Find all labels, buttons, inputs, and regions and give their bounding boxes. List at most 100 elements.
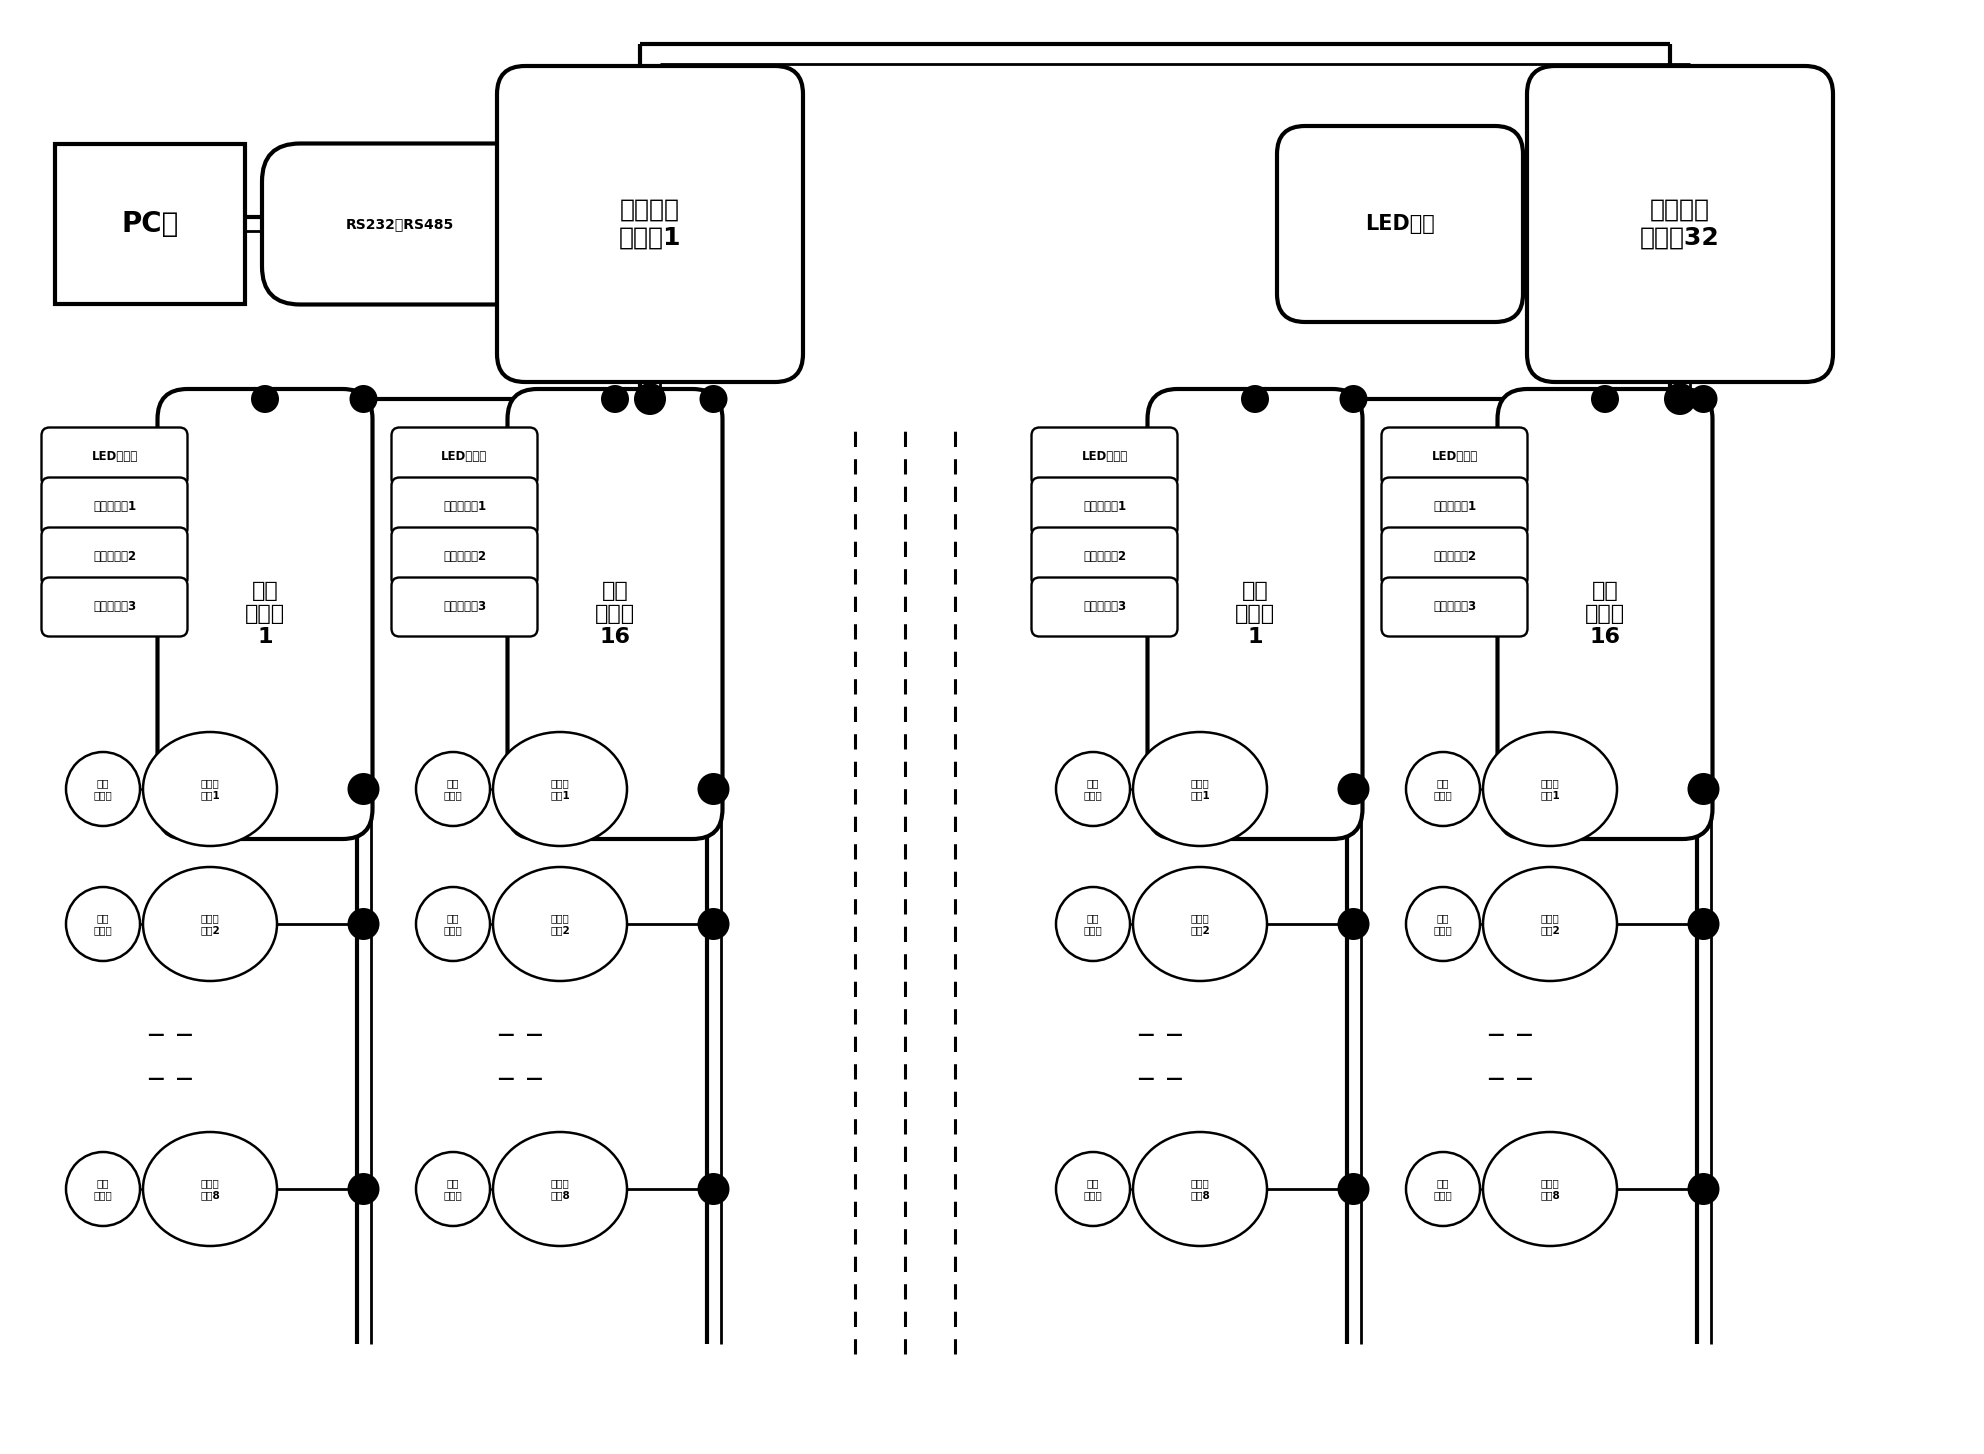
Text: 车位
状态灯: 车位 状态灯	[1083, 913, 1103, 935]
Text: 车位照明灯3: 车位照明灯3	[442, 601, 486, 614]
Text: 车位探
测器2: 车位探 测器2	[200, 913, 220, 935]
Text: 车位
状态灯: 车位 状态灯	[444, 1178, 462, 1200]
FancyBboxPatch shape	[157, 390, 373, 839]
Circle shape	[698, 1173, 730, 1205]
Text: —  —: — —	[1488, 1070, 1532, 1088]
FancyBboxPatch shape	[56, 144, 244, 304]
Text: 车位照明灯2: 车位照明灯2	[1432, 551, 1476, 564]
Text: 车位照明灯2: 车位照明灯2	[1083, 551, 1127, 564]
Circle shape	[1407, 1152, 1480, 1226]
Circle shape	[417, 887, 490, 961]
Text: 车位探
测器1: 车位探 测器1	[1190, 778, 1210, 800]
Ellipse shape	[143, 731, 278, 846]
Ellipse shape	[1482, 1133, 1617, 1246]
Text: 车位照明灯2: 车位照明灯2	[442, 551, 486, 564]
Circle shape	[1337, 1173, 1369, 1205]
FancyBboxPatch shape	[1032, 577, 1177, 637]
Text: 车位探
测器1: 车位探 测器1	[550, 778, 569, 800]
Text: LED显示灯: LED显示灯	[440, 451, 488, 464]
Text: LED显示灯: LED显示灯	[91, 451, 137, 464]
Circle shape	[1055, 752, 1131, 826]
Ellipse shape	[1133, 731, 1268, 846]
Ellipse shape	[492, 867, 627, 981]
Text: —  —: — —	[498, 1025, 542, 1044]
FancyBboxPatch shape	[42, 427, 188, 487]
Ellipse shape	[492, 731, 627, 846]
Circle shape	[347, 1173, 379, 1205]
FancyBboxPatch shape	[508, 390, 722, 839]
Text: 车位照明灯3: 车位照明灯3	[1083, 601, 1127, 614]
FancyBboxPatch shape	[1381, 577, 1528, 637]
Text: 车位照明灯1: 车位照明灯1	[93, 500, 137, 513]
Text: 车位
状态灯: 车位 状态灯	[93, 778, 113, 800]
FancyBboxPatch shape	[1528, 65, 1833, 382]
Text: 车位探
测器2: 车位探 测器2	[1190, 913, 1210, 935]
Circle shape	[1407, 752, 1480, 826]
Text: 车位探
测器8: 车位探 测器8	[200, 1178, 220, 1200]
FancyBboxPatch shape	[42, 577, 188, 637]
Circle shape	[252, 385, 280, 413]
Ellipse shape	[492, 1133, 627, 1246]
Text: 车位探
测器8: 车位探 测器8	[1540, 1178, 1559, 1200]
Circle shape	[1688, 1173, 1720, 1205]
Text: —  —: — —	[147, 1070, 192, 1088]
Text: 车位照明灯1: 车位照明灯1	[1083, 500, 1127, 513]
Text: 车位
状态灯: 车位 状态灯	[1434, 913, 1452, 935]
Circle shape	[1407, 887, 1480, 961]
FancyBboxPatch shape	[1032, 477, 1177, 537]
Text: 车位
状态灯: 车位 状态灯	[93, 913, 113, 935]
Text: 车位
状态灯: 车位 状态灯	[444, 913, 462, 935]
Circle shape	[698, 774, 730, 806]
Ellipse shape	[1482, 731, 1617, 846]
Circle shape	[700, 385, 728, 413]
Circle shape	[347, 774, 379, 806]
Text: —  —: — —	[1137, 1025, 1182, 1044]
Ellipse shape	[1133, 1133, 1268, 1246]
Circle shape	[635, 382, 667, 414]
FancyBboxPatch shape	[1381, 477, 1528, 537]
FancyBboxPatch shape	[498, 65, 804, 382]
Circle shape	[1339, 385, 1367, 413]
Text: 车位
状态灯: 车位 状态灯	[93, 1178, 113, 1200]
FancyBboxPatch shape	[391, 577, 538, 637]
Text: 车位探
测器2: 车位探 测器2	[550, 913, 569, 935]
FancyBboxPatch shape	[1032, 528, 1177, 586]
FancyBboxPatch shape	[262, 144, 538, 304]
Circle shape	[1337, 907, 1369, 939]
Ellipse shape	[1133, 867, 1268, 981]
Circle shape	[65, 752, 141, 826]
Circle shape	[1688, 907, 1720, 939]
FancyBboxPatch shape	[1381, 427, 1528, 487]
Text: 探头
控制器
16: 探头 控制器 16	[595, 580, 635, 647]
Circle shape	[1665, 382, 1696, 414]
FancyBboxPatch shape	[42, 528, 188, 586]
Text: 车位
状态灯: 车位 状态灯	[1434, 778, 1452, 800]
Circle shape	[1055, 1152, 1131, 1226]
Text: 车位探
测器1: 车位探 测器1	[200, 778, 220, 800]
Ellipse shape	[143, 1133, 278, 1246]
Text: 探头
控制器
1: 探头 控制器 1	[244, 580, 286, 647]
Text: 车位探
测器1: 车位探 测器1	[1540, 778, 1559, 800]
Circle shape	[1591, 385, 1619, 413]
Text: 车位探
测器8: 车位探 测器8	[1190, 1178, 1210, 1200]
Text: —  —: — —	[498, 1070, 542, 1088]
Text: 车位
状态灯: 车位 状态灯	[1083, 1178, 1103, 1200]
Text: 车位照明灯1: 车位照明灯1	[1432, 500, 1476, 513]
FancyBboxPatch shape	[391, 528, 538, 586]
FancyBboxPatch shape	[1278, 126, 1524, 321]
Ellipse shape	[1482, 867, 1617, 981]
Circle shape	[1055, 887, 1131, 961]
Text: RS232转RS485: RS232转RS485	[345, 217, 454, 231]
Text: —  —: — —	[1137, 1070, 1182, 1088]
Text: 车位诱导
控制器32: 车位诱导 控制器32	[1641, 198, 1720, 250]
Circle shape	[1688, 774, 1720, 806]
Text: 车位照明灯1: 车位照明灯1	[442, 500, 486, 513]
Circle shape	[349, 385, 377, 413]
Ellipse shape	[143, 867, 278, 981]
Text: 车位探
测器2: 车位探 测器2	[1540, 913, 1559, 935]
Text: LED条屏: LED条屏	[1365, 214, 1434, 234]
Text: 车位照明灯3: 车位照明灯3	[93, 601, 137, 614]
FancyBboxPatch shape	[1381, 528, 1528, 586]
Circle shape	[417, 1152, 490, 1226]
Text: LED显示灯: LED显示灯	[1081, 451, 1127, 464]
